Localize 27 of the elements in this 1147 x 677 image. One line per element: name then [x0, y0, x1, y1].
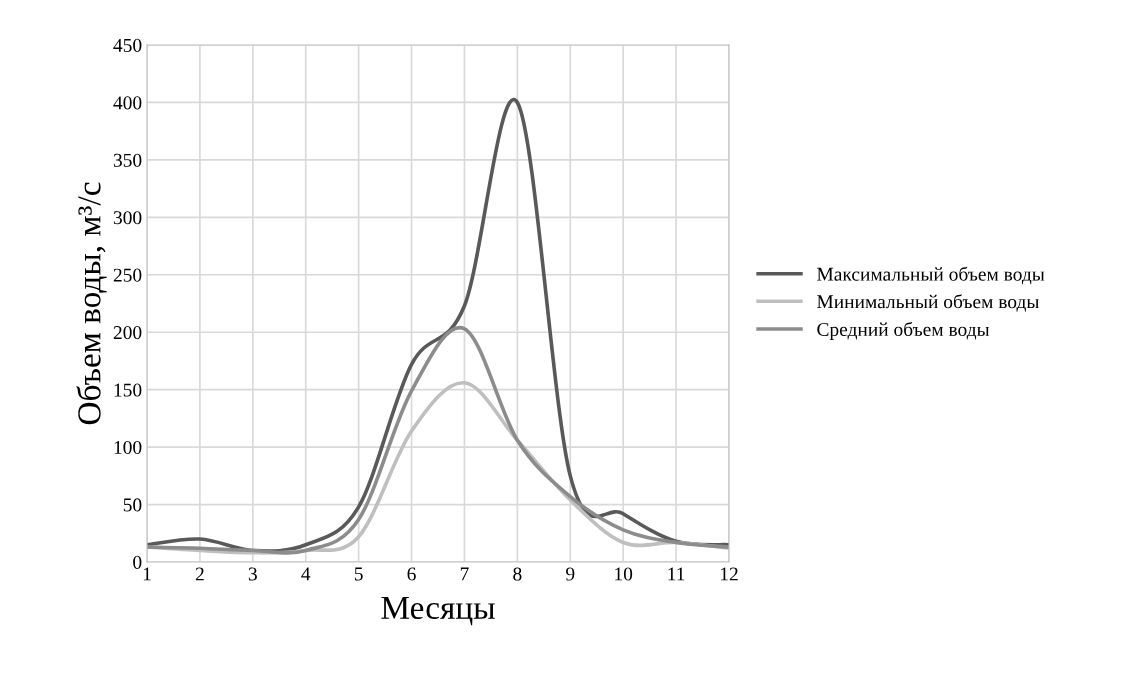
y-axis-title: Объем воды, м³/с [76, 182, 107, 425]
y-tick-label: 150 [114, 383, 142, 397]
x-tick-label: 9 [566, 567, 575, 581]
legend-label: Минимальный объем воды [817, 294, 1039, 312]
legend-label: Максимальный объем воды [817, 266, 1045, 285]
x-tick-label: 10 [615, 567, 633, 581]
x-tick-label: 7 [460, 567, 469, 581]
x-tick-label: 8 [513, 567, 522, 581]
y-tick-label: 200 [113, 326, 142, 340]
y-tick-label: 300 [113, 211, 142, 225]
x-tick-label: 12 [720, 567, 738, 581]
y-tick-label: 250 [113, 268, 142, 282]
x-axis-title: Месяцы [381, 596, 495, 626]
x-tick-label: 3 [248, 567, 257, 581]
x-tick-label: 2 [195, 567, 204, 581]
y-tick-label: 100 [114, 440, 142, 455]
legend-label: Средний объем воды [817, 321, 990, 340]
y-tick-label: 0 [133, 555, 142, 569]
x-tick-label: 6 [407, 567, 416, 581]
x-tick-label: 4 [301, 567, 311, 581]
x-tick-label: 1 [143, 567, 151, 581]
y-tick-label: 400 [113, 96, 142, 110]
x-tick-label: 5 [354, 567, 363, 581]
y-tick-label: 50 [123, 498, 142, 512]
y-tick-label: 350 [113, 153, 142, 167]
x-tick-label: 11 [668, 567, 685, 581]
y-tick-label: 450 [113, 38, 142, 52]
